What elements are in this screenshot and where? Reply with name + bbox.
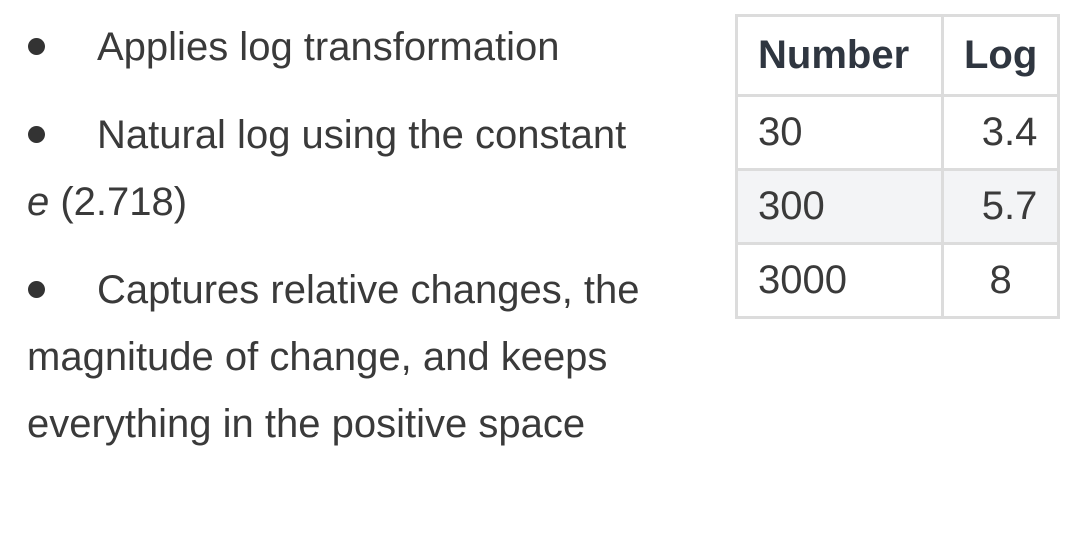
table-row: 30 3.4: [735, 94, 1061, 171]
table-row: 3000 8: [735, 242, 1061, 319]
bullet-list: Applies log transformation Natural log u…: [27, 14, 707, 458]
bullet-dot-icon: [28, 280, 45, 298]
bullet-text: Captures relative changes, the magnitude…: [27, 268, 640, 446]
bullet-item-relative-changes: Captures relative changes, the magnitude…: [27, 257, 707, 458]
table-cell-log: 8: [940, 242, 1061, 319]
bullet-dot-icon: [28, 125, 45, 143]
table-header-row: Number Log: [735, 14, 1061, 97]
table-cell-number: 3000: [735, 242, 944, 319]
bullet-text: Applies log transformation: [97, 25, 560, 69]
column-header-number: Number: [735, 14, 944, 97]
bullet-item-natural-log: Natural log using the constant e (2.718): [27, 102, 707, 236]
constant-symbol: e: [27, 180, 50, 224]
constant-value: (2.718): [49, 180, 188, 224]
table-cell-log: 5.7: [940, 168, 1061, 245]
bullet-item-log-transformation: Applies log transformation: [27, 14, 707, 81]
bullet-dot-icon: [28, 37, 45, 55]
table-cell-number: 30: [735, 94, 944, 171]
table-cell-number: 300: [735, 168, 944, 245]
table-row: 300 5.7: [735, 168, 1061, 245]
column-header-log: Log: [940, 14, 1061, 97]
bullet-text: Natural log using the constant: [97, 113, 627, 157]
number-log-table: Number Log 30 3.4 300 5.7 3000 8: [735, 14, 1061, 319]
table-cell-log: 3.4: [940, 94, 1061, 171]
